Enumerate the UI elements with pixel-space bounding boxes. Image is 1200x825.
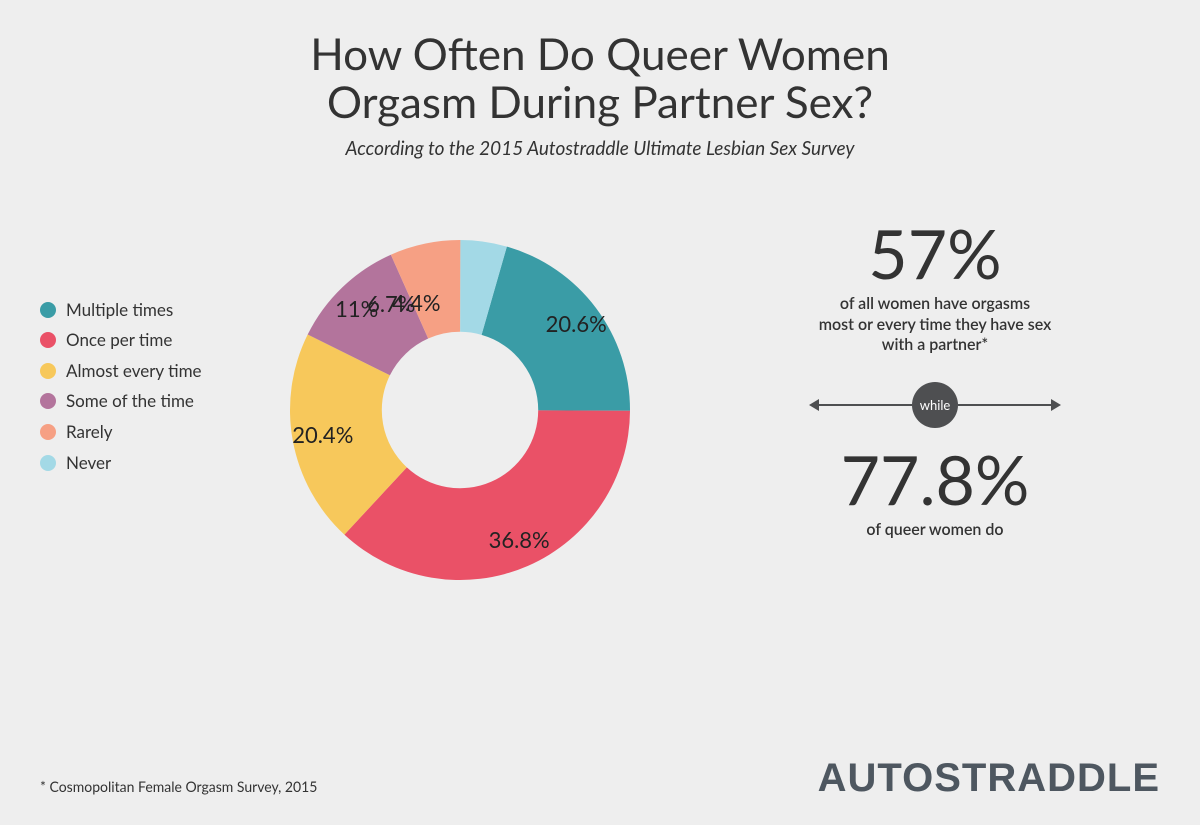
while-divider: while [710,382,1160,428]
legend-item: Never [40,453,250,473]
callouts: 57% of all women have orgasms most or ev… [670,200,1160,620]
content-row: Multiple times Once per time Almost every … [0,200,1200,620]
legend-swatch [40,363,56,379]
legend-swatch [40,424,56,440]
callout-top-desc: of all women have orgasms most or every … [710,294,1160,356]
legend-item: Multiple times [40,300,250,320]
callout-bottom-pct: 77.8% [710,446,1160,514]
legend-swatch [40,332,56,348]
footnote: * Cosmopolitan Female Orgasm Survey, 201… [40,778,317,795]
donut-chart: 20.6%36.8%20.4%11%6.7%4.4% [250,200,670,620]
arrow-left-icon [817,404,912,406]
legend-label: Never [66,453,111,473]
callout-bottom-desc: of queer women do [710,520,1160,541]
legend-label: Some of the time [66,391,194,411]
slice-label: 20.4% [292,421,353,448]
title-block: How Often Do Queer Women Orgasm During P… [0,0,1200,160]
legend-item: Once per time [40,330,250,350]
donut-slice [344,410,630,580]
donut-svg [250,200,670,620]
while-pill: while [912,382,958,428]
legend-item: Rarely [40,422,250,442]
slice-label: 36.8% [489,526,550,553]
title-line-1: How Often Do Queer Women [310,28,890,80]
page-title: How Often Do Queer Women Orgasm During P… [0,30,1200,127]
legend-label: Rarely [66,422,113,442]
subtitle: According to the 2015 Autostraddle Ultim… [0,137,1200,160]
arrow-right-icon [958,404,1053,406]
slice-label: 20.6% [546,310,607,337]
legend-item: Almost every time [40,361,250,381]
title-line-2: Orgasm During Partner Sex? [327,76,873,128]
callout-top-pct: 57% [710,220,1160,288]
legend-label: Multiple times [66,300,173,320]
legend-label: Once per time [66,330,172,350]
legend-item: Some of the time [40,391,250,411]
callout-top: 57% of all women have orgasms most or ev… [710,220,1160,356]
legend-swatch [40,393,56,409]
slice-label: 4.4% [392,289,440,316]
callout-bottom: 77.8% of queer women do [710,446,1160,541]
legend-label: Almost every time [66,361,202,381]
legend-swatch [40,302,56,318]
legend-swatch [40,455,56,471]
legend: Multiple times Once per time Almost every … [40,200,250,620]
brand-logo: AUTOSTRADDLE [818,756,1160,801]
